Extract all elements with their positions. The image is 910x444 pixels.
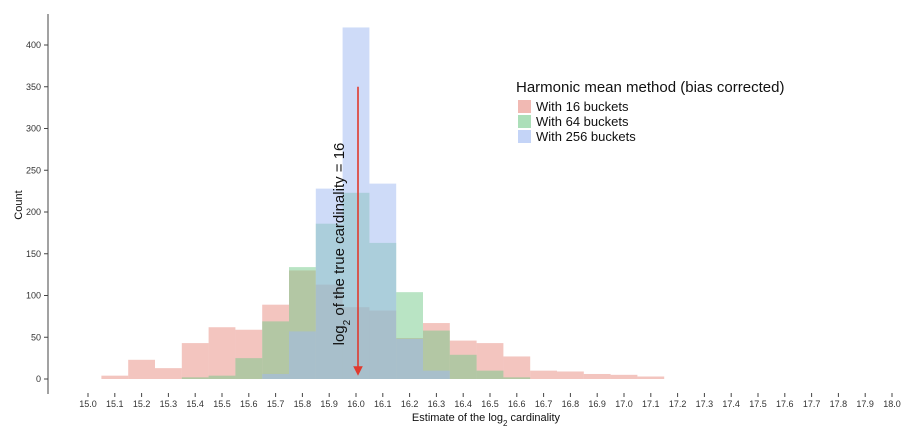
- bar-series1-15.2: [128, 359, 155, 379]
- true-cardinality-label: log2 of the true cardinality = 16: [331, 143, 353, 346]
- bar-series3-16.0: [342, 27, 370, 379]
- x-tick-label: 15.5: [213, 399, 231, 409]
- y-tick-label: 200: [26, 207, 41, 217]
- legend-label-1: With 16 buckets: [536, 99, 629, 114]
- x-tick-label: 15.6: [240, 399, 258, 409]
- x-tick-label: 16.1: [374, 399, 392, 409]
- bar-series1-16.8: [557, 371, 584, 379]
- x-tick-label: 18.0: [883, 399, 901, 409]
- y-tick-label: 100: [26, 291, 41, 301]
- legend-label-2: With 64 buckets: [536, 114, 629, 129]
- x-tick-label: 16.3: [428, 399, 446, 409]
- x-tick-label: 17.0: [615, 399, 633, 409]
- bars-layer: [101, 27, 665, 380]
- bar-series2-15.7: [262, 321, 289, 379]
- bar-series3-16.3: [423, 370, 450, 379]
- y-tick-label: 350: [26, 82, 41, 92]
- bar-series1-15.3: [155, 368, 182, 379]
- bar-series1-15.1: [101, 375, 129, 379]
- x-tick-label: 17.6: [776, 399, 794, 409]
- x-tick-label: 16.0: [347, 399, 365, 409]
- bar-series3-16.1: [369, 183, 397, 379]
- x-tick-label: 17.5: [749, 399, 767, 409]
- x-tick-label: 17.4: [722, 399, 740, 409]
- x-tick-label: 15.9: [320, 399, 338, 409]
- x-tick-label: 16.4: [454, 399, 472, 409]
- bar-series2-15.5: [208, 375, 236, 379]
- x-tick-label: 17.2: [669, 399, 687, 409]
- x-tick-label: 15.8: [294, 399, 312, 409]
- bar-series1-16.7: [530, 370, 557, 379]
- bar-series2-15.4: [181, 377, 209, 379]
- bar-series1-17.1: [637, 376, 665, 379]
- x-tick-label: 15.0: [79, 399, 97, 409]
- y-tick-label: 300: [26, 124, 41, 134]
- x-tick-label: 16.2: [401, 399, 419, 409]
- x-tick-label: 17.7: [803, 399, 821, 409]
- bar-series3-15.8: [289, 331, 316, 379]
- y-tick-label: 50: [31, 332, 41, 342]
- bar-series2-16.5: [476, 370, 504, 379]
- y-tick-label: 400: [26, 40, 41, 50]
- legend-swatch-1: [518, 100, 531, 113]
- x-axis-title: Estimate of the log2 cardinality: [412, 412, 561, 428]
- x-tick-label: 17.1: [642, 399, 660, 409]
- x-tick-label: 15.3: [160, 399, 178, 409]
- x-tick-label: 17.8: [830, 399, 848, 409]
- bar-series1-16.6: [503, 356, 531, 379]
- bar-series1-15.5: [208, 327, 236, 379]
- bar-series1-16.9: [583, 373, 611, 379]
- y-tick-label: 250: [26, 165, 41, 175]
- x-tick-label: 16.5: [481, 399, 499, 409]
- x-tick-label: 16.7: [535, 399, 553, 409]
- x-tick-label: 16.6: [508, 399, 526, 409]
- legend-swatch-2: [518, 115, 531, 128]
- bar-series1-15.4: [181, 343, 209, 379]
- bar-series3-15.7: [262, 373, 289, 379]
- legend-label-3: With 256 buckets: [536, 129, 636, 144]
- axes-layer: 0 50 100 150 200 250 300 350 400 15.0 15.1 15.2 15.3…: [13, 14, 901, 428]
- annotation-layer: log2 of the true cardinality = 16: [331, 86, 363, 376]
- x-tick-label: 15.1: [106, 399, 124, 409]
- x-tick-label: 15.4: [186, 399, 204, 409]
- bar-series3-15.9: [315, 188, 343, 379]
- bar-series2-15.6: [235, 358, 263, 380]
- x-tick-label: 15.2: [133, 399, 151, 409]
- x-tick-label: 15.7: [267, 399, 285, 409]
- x-tick-label: 16.9: [588, 399, 606, 409]
- legend-swatch-3: [518, 130, 531, 143]
- y-axis-title: Count: [13, 190, 25, 219]
- x-tick-label: 16.8: [562, 399, 580, 409]
- y-tick-label: 0: [36, 374, 41, 384]
- bar-series2-16.4: [449, 354, 477, 379]
- x-tick-label: 17.9: [856, 399, 874, 409]
- bar-series3-16.2: [396, 338, 423, 379]
- legend: Harmonic mean method (bias corrected) Wit…: [516, 79, 784, 144]
- y-tick-label: 150: [26, 249, 41, 259]
- bar-series2-16.6: [503, 377, 531, 379]
- bar-series1-17.0: [610, 374, 638, 379]
- legend-title: Harmonic mean method (bias corrected): [516, 79, 784, 96]
- x-tick-label: 17.3: [696, 399, 714, 409]
